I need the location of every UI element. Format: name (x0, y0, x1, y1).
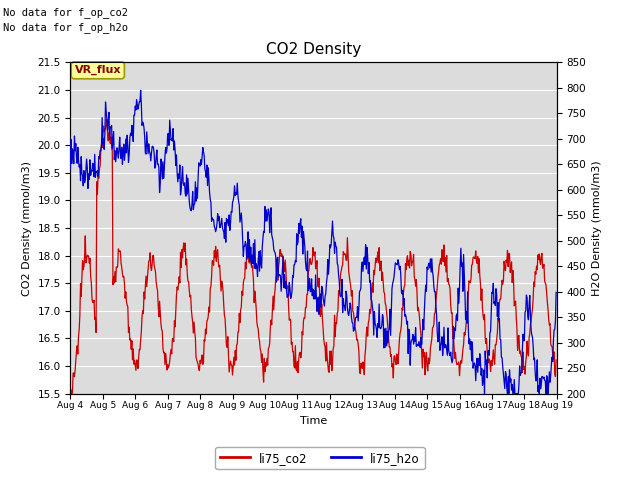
Legend: li75_co2, li75_h2o: li75_co2, li75_h2o (216, 447, 424, 469)
X-axis label: Time: Time (300, 416, 327, 426)
Text: No data for f_op_co2: No data for f_op_co2 (3, 7, 128, 18)
Y-axis label: H2O Density (mmol/m3): H2O Density (mmol/m3) (592, 160, 602, 296)
Y-axis label: CO2 Density (mmol/m3): CO2 Density (mmol/m3) (22, 160, 32, 296)
Text: No data for f_op_h2o: No data for f_op_h2o (3, 22, 128, 33)
Text: VR_flux: VR_flux (75, 65, 121, 75)
Title: CO2 Density: CO2 Density (266, 42, 361, 57)
